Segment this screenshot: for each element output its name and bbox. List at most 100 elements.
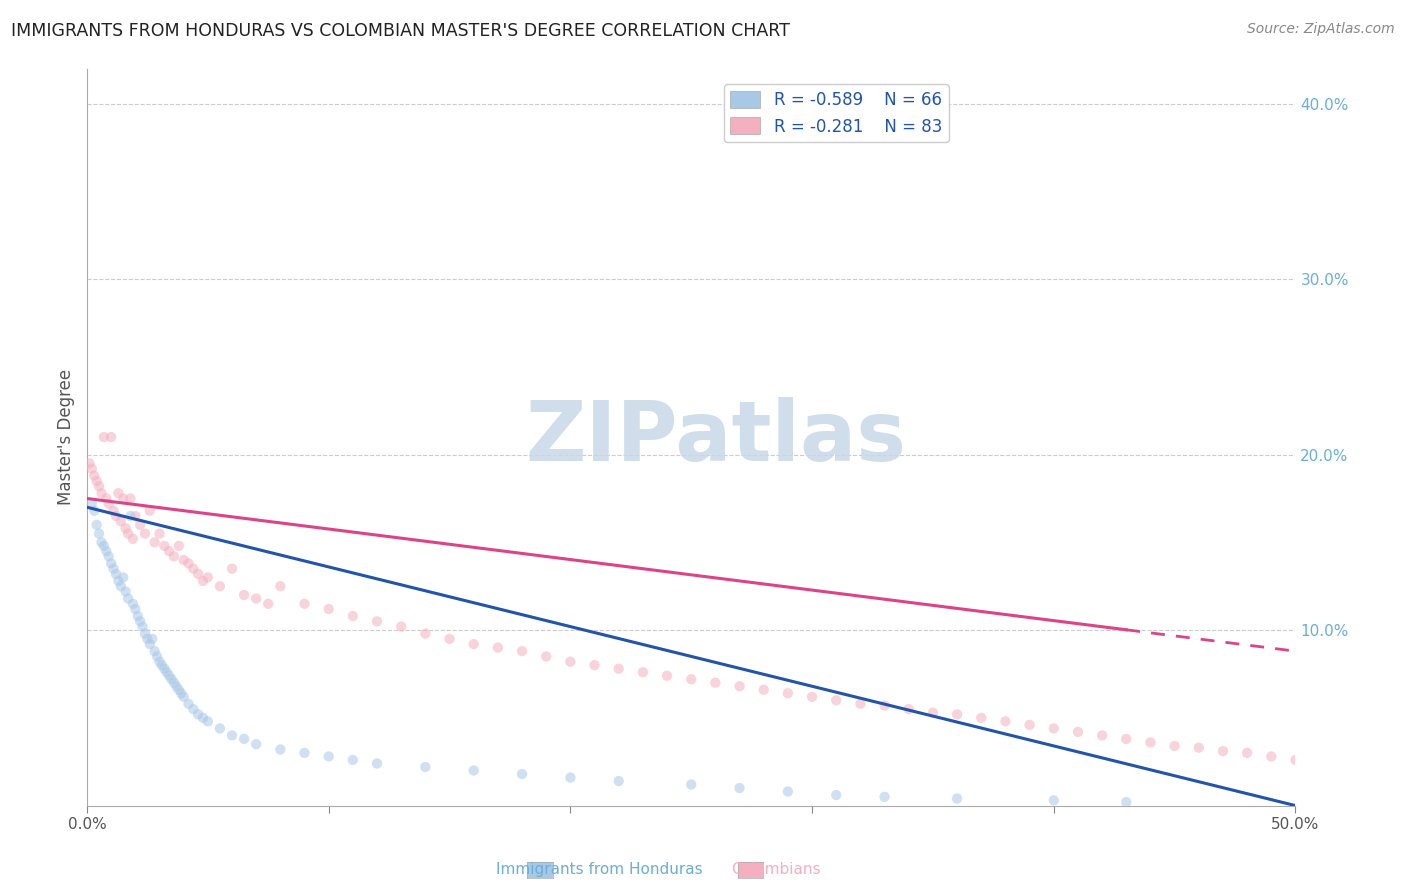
Point [167, 539, 190, 553]
Point [534, 649, 557, 664]
Point [110, 579, 132, 593]
Point [170, 686, 193, 700]
Point [294, 746, 316, 760]
Point [163, 675, 186, 690]
Point [90, 486, 112, 500]
Point [157, 544, 180, 558]
Point [245, 737, 267, 751]
Point [104, 509, 127, 524]
Point [150, 658, 173, 673]
Point [208, 722, 231, 736]
Point [183, 702, 205, 716]
Point [415, 626, 437, 640]
Point [157, 669, 180, 683]
Point [197, 570, 219, 584]
Point [131, 619, 153, 633]
Point [510, 767, 533, 781]
Point [415, 760, 437, 774]
Point [1042, 722, 1064, 736]
Text: ZIPatlas: ZIPatlas [524, 397, 905, 477]
Point [97, 497, 120, 511]
Point [183, 562, 205, 576]
Point [139, 637, 162, 651]
Point [163, 549, 186, 564]
Point [631, 665, 654, 680]
Point [366, 756, 388, 771]
Text: IMMIGRANTS FROM HONDURAS VS COLOMBIAN MASTER'S DEGREE CORRELATION CHART: IMMIGRANTS FROM HONDURAS VS COLOMBIAN MA… [11, 22, 790, 40]
Point [96, 491, 118, 506]
Point [342, 753, 364, 767]
Point [463, 637, 485, 651]
Point [103, 504, 125, 518]
Point [1115, 731, 1137, 746]
Text: Colombians: Colombians [731, 863, 821, 877]
Point [122, 597, 145, 611]
Point [583, 658, 606, 673]
Point [173, 553, 195, 567]
Point [1091, 728, 1114, 742]
Point [160, 672, 183, 686]
Point [187, 566, 209, 581]
Point [825, 693, 848, 707]
Point [120, 509, 142, 524]
Point [439, 632, 461, 646]
Point [704, 675, 727, 690]
Point [93, 430, 115, 444]
Point [1188, 740, 1211, 755]
Point [177, 697, 200, 711]
Point [1115, 795, 1137, 809]
Point [167, 682, 190, 697]
Point [897, 702, 920, 716]
Point [233, 588, 256, 602]
Point [607, 662, 630, 676]
Point [86, 474, 108, 488]
Point [269, 742, 291, 756]
Point [752, 682, 775, 697]
Point [83, 468, 105, 483]
Point [294, 597, 316, 611]
Point [245, 591, 267, 606]
Point [146, 649, 169, 664]
Point [776, 784, 799, 798]
Point [177, 557, 200, 571]
Point [221, 728, 243, 742]
Point [79, 456, 101, 470]
Point [681, 672, 703, 686]
Point [655, 669, 678, 683]
Point [342, 609, 364, 624]
Point [124, 509, 146, 524]
Point [127, 609, 149, 624]
Point [97, 549, 120, 564]
Point [103, 562, 125, 576]
Point [318, 602, 340, 616]
Point [120, 491, 142, 506]
Point [1163, 739, 1185, 753]
Point [849, 697, 872, 711]
Point [191, 574, 214, 588]
Point [143, 644, 166, 658]
Text: Immigrants from Honduras: Immigrants from Honduras [496, 863, 703, 877]
Point [728, 679, 751, 693]
Point [112, 491, 135, 506]
Point [141, 632, 163, 646]
Point [873, 789, 896, 804]
Y-axis label: Master's Degree: Master's Degree [58, 369, 75, 505]
Point [117, 591, 139, 606]
Point [136, 632, 159, 646]
Point [463, 764, 485, 778]
Point [148, 526, 170, 541]
Point [153, 539, 176, 553]
Point [148, 655, 170, 669]
Point [86, 517, 108, 532]
Point [122, 532, 145, 546]
Point [560, 771, 582, 785]
Point [87, 526, 110, 541]
Point [776, 686, 799, 700]
Point [1260, 749, 1282, 764]
Point [825, 788, 848, 802]
Point [681, 778, 703, 792]
Point [139, 504, 162, 518]
Point [560, 655, 582, 669]
Point [994, 714, 1017, 729]
Point [1042, 793, 1064, 807]
